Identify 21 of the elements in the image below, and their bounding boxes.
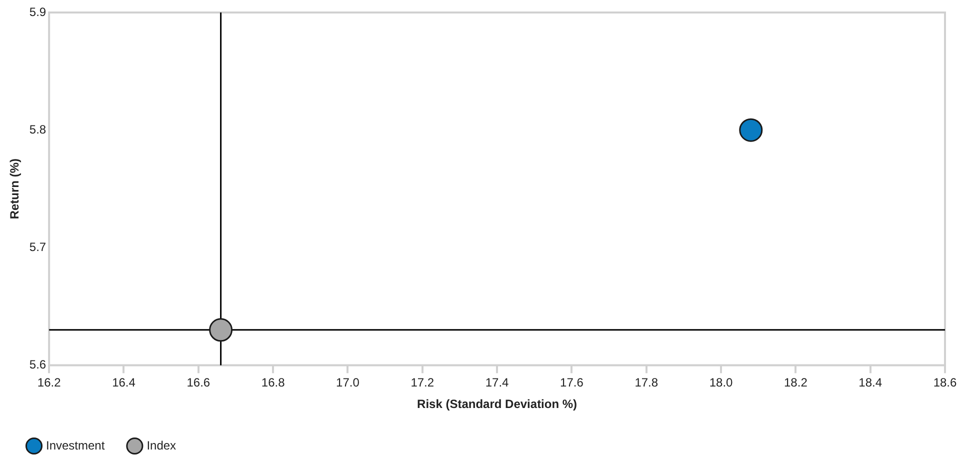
y-tick-label: 5.8: [29, 122, 46, 136]
x-tick-label: 16.2: [37, 376, 62, 390]
x-tick-label: 17.4: [485, 376, 510, 390]
x-tick-label: 16.8: [261, 376, 286, 390]
y-tick-label: 5.7: [29, 240, 46, 254]
x-tick-label: 16.6: [186, 376, 210, 390]
x-axis-title: Risk (Standard Deviation %): [417, 397, 578, 412]
y-tick-label: 5.6: [29, 358, 46, 372]
x-tick-label: 17.6: [560, 376, 584, 390]
x-tick-label: 18.4: [858, 376, 882, 390]
x-tick-label: 17.8: [634, 376, 658, 390]
x-tick-label: 18.2: [784, 376, 808, 390]
x-tick-label: 18.0: [709, 376, 734, 390]
y-tick-label: 5.9: [29, 4, 46, 19]
x-tick-label: 17.2: [410, 376, 434, 390]
x-tick-label: 17.0: [336, 376, 360, 390]
x-tick-label: 18.6: [933, 376, 957, 390]
legend-label: Index: [146, 438, 176, 452]
y-axis-title: Return (%): [8, 158, 22, 220]
legend-label: Investment: [46, 438, 106, 452]
x-tick-label: 16.4: [112, 376, 136, 390]
